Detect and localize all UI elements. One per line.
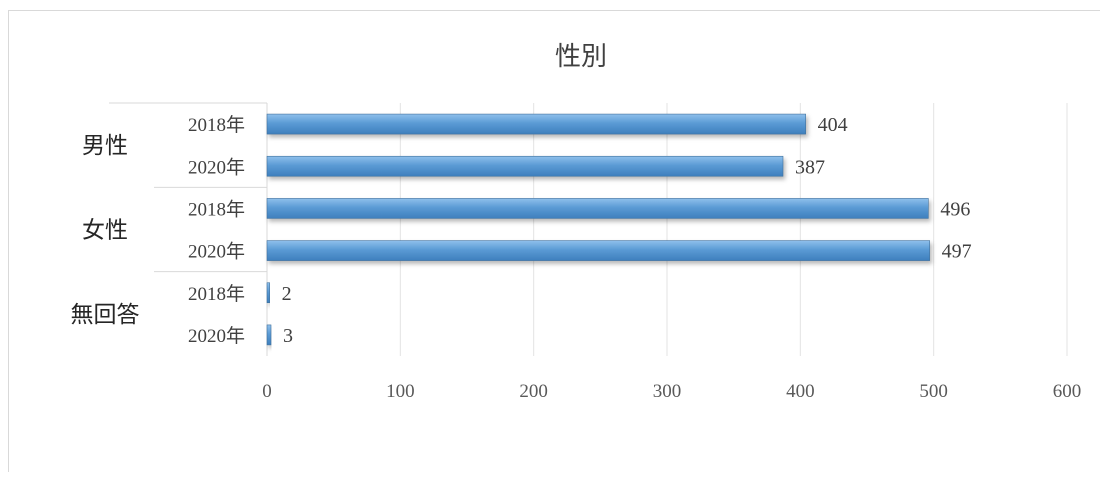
x-tick-label: 500 xyxy=(919,381,948,402)
category-year-label: 2020年 xyxy=(188,325,245,347)
x-tick-label: 200 xyxy=(519,381,548,402)
category-year-label: 2020年 xyxy=(188,156,245,178)
category-group-label: 女性 xyxy=(82,218,128,244)
chart-area: 性別 0 100 200 300 400 500 600 男性女性無回答 2018年 2020年 2… xyxy=(8,10,1100,472)
data-label: 3 xyxy=(283,325,293,347)
category-year-label: 2018年 xyxy=(188,198,245,220)
chart-title: 性別 xyxy=(555,42,607,72)
x-tick-label: 300 xyxy=(653,381,682,402)
x-tick-label: 600 xyxy=(1053,381,1082,402)
bar xyxy=(266,198,929,219)
data-label: 497 xyxy=(942,241,972,263)
data-label: 387 xyxy=(795,156,825,178)
data-label: 496 xyxy=(940,198,970,220)
x-tick-label: 400 xyxy=(786,381,815,402)
data-label: 2 xyxy=(282,283,292,305)
bar xyxy=(266,324,272,346)
x-tick-label: 100 xyxy=(386,381,415,402)
bar xyxy=(266,240,930,261)
bar xyxy=(266,282,270,304)
category-year-label: 2020年 xyxy=(188,241,245,263)
bar xyxy=(266,113,806,135)
category-group-label: 無回答 xyxy=(71,302,140,328)
bar xyxy=(266,155,784,177)
x-tick-label: 0 xyxy=(262,381,272,402)
category-group-label: 男性 xyxy=(82,133,128,159)
category-year-label: 2018年 xyxy=(188,283,245,305)
category-year-label: 2018年 xyxy=(188,114,245,136)
data-label: 404 xyxy=(818,114,848,136)
